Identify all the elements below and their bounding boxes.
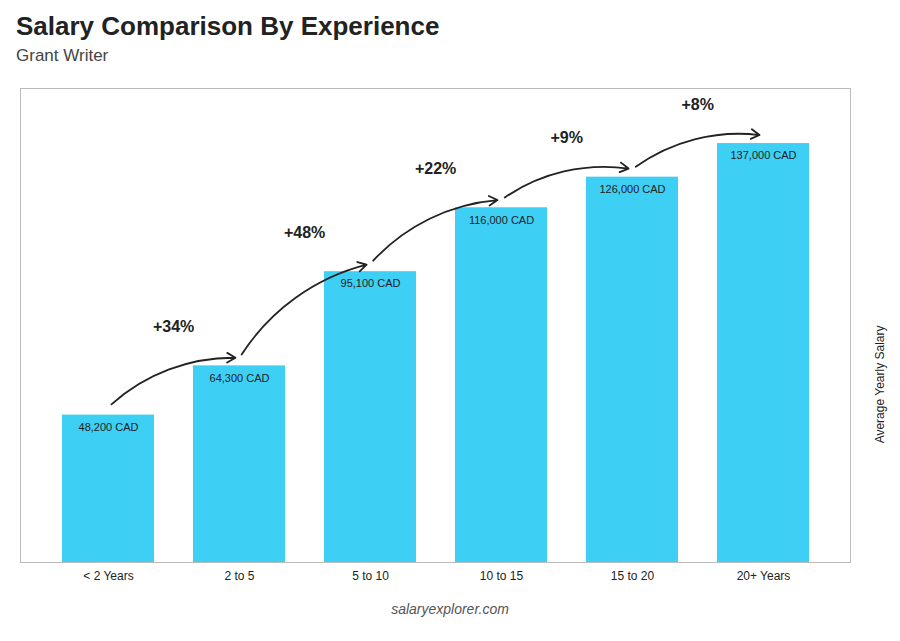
html-text:Grant Writer: Grant Writer — [16, 46, 109, 65]
svg-text:137,000 CAD: 137,000 CAD — [730, 149, 796, 161]
html-text:salaryexplorer.com: salaryexplorer.com — [391, 601, 509, 617]
svg-text:< 2 Years: < 2 Years — [83, 569, 133, 583]
svg-text:+34%: +34% — [153, 318, 194, 335]
svg-text:10 to 15: 10 to 15 — [480, 569, 524, 583]
svg-text:5 to 10: 5 to 10 — [352, 569, 389, 583]
svg-text:+9%: +9% — [550, 129, 582, 146]
svg-text:+22%: +22% — [415, 160, 456, 177]
svg-text:95,100 CAD: 95,100 CAD — [341, 277, 401, 289]
svg-text:Average Yearly Salary: Average Yearly Salary — [873, 326, 887, 444]
svg-text:+8%: +8% — [681, 96, 713, 113]
svg-text:20+ Years: 20+ Years — [737, 569, 791, 583]
html-text:Salary Comparison By Experienc: Salary Comparison By Experience — [16, 11, 440, 41]
svg-text:64,300 CAD: 64,300 CAD — [210, 372, 270, 384]
svg-text:15 to 20: 15 to 20 — [611, 569, 655, 583]
svg-text:48,200 CAD: 48,200 CAD — [79, 421, 139, 433]
svg-text:+48%: +48% — [284, 224, 325, 241]
svg-text:116,000 CAD: 116,000 CAD — [469, 214, 534, 226]
svg-text:2 to 5: 2 to 5 — [224, 569, 254, 583]
svg-text:126,000 CAD: 126,000 CAD — [599, 183, 665, 195]
